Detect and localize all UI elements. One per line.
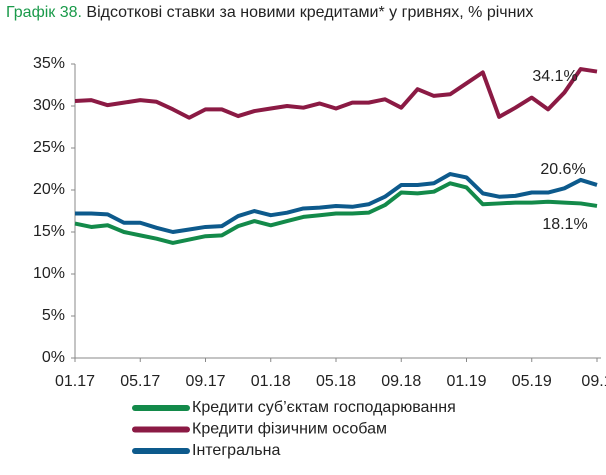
y-tick-label: 10% (33, 265, 65, 282)
x-tick-label: 05.18 (316, 373, 356, 390)
y-tick-label: 25% (33, 139, 65, 156)
x-tick-label: 01.17 (55, 373, 95, 390)
y-tick-label: 15% (33, 223, 65, 240)
x-tick-label: 01.19 (446, 373, 486, 390)
y-tick-label: 0% (42, 349, 65, 366)
annotation: 18.1% (542, 216, 587, 233)
x-tick-label: 09.18 (381, 373, 421, 390)
y-tick-label: 35% (33, 55, 65, 72)
y-tick-label: 30% (33, 97, 65, 114)
x-tick-label: 09.17 (185, 373, 225, 390)
x-tick-label: 05.19 (512, 373, 552, 390)
legend-label: Інтегральна (192, 442, 280, 459)
x-tick-label: 01.18 (251, 373, 291, 390)
x-tick-label: 09.1 (581, 373, 606, 390)
annotation: 34.1% (532, 68, 577, 85)
series-line (75, 172, 598, 234)
annotation: 20.6% (540, 161, 585, 178)
legend-label: Кредити суб’єктам господарювання (192, 399, 456, 416)
y-tick-label: 5% (42, 307, 65, 324)
legend-label: Кредити фізичним особам (192, 421, 387, 438)
series-line (74, 67, 598, 120)
chart-title-block: Графік 38. Відсоткові ставки за новими к… (6, 4, 596, 22)
x-tick-label: 05.17 (120, 373, 160, 390)
y-tick-label: 20% (33, 181, 65, 198)
series-line (74, 181, 598, 245)
chart-title: Відсоткові ставки за новими кредитами* у… (86, 4, 534, 21)
chart-number: Графік 38. (6, 4, 82, 21)
